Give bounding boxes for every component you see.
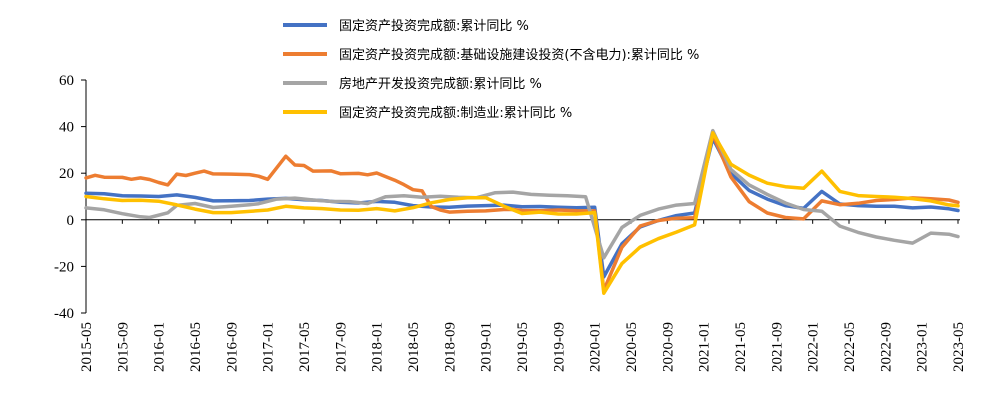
legend-label: 房地产开发投资完成额:累计同比 % [339,76,542,92]
x-tick-label: 2015-09 [115,322,131,372]
x-axis-ticks: 2015-05 2015-09 2016-01 2016-05 2016-09 2017-… [79,219,967,372]
y-tick-label: -20 [54,259,74,275]
x-tick-label: 2020-01 [588,322,604,372]
legend-label: 固定资产投资完成额:制造业:累计同比 % [339,105,572,121]
x-tick-label: 2021-09 [769,322,785,372]
x-tick-label: 2020-05 [624,322,640,372]
x-tick-label: 2022-09 [878,322,894,372]
x-tick-label: 2016-01 [152,322,168,372]
x-tick-label: 2018-01 [370,322,386,372]
y-tick-label: -40 [54,306,74,322]
series-line [84,128,960,260]
legend-item: 房地产开发投资完成额:累计同比 % [283,76,542,92]
x-tick-label: 2017-09 [333,322,349,372]
chart-series [84,128,960,295]
y-tick-label: 60 [59,73,74,89]
chart-axes: 60 40 20 0 -20 -40 2015-05 2015-09 2016-01 2016-… [54,73,967,372]
x-tick-label: 2020-09 [660,322,676,372]
legend-item: 固定资产投资完成额:累计同比 % [283,18,529,34]
y-tick-label: 0 [67,213,75,229]
x-tick-label: 2015-05 [79,322,95,372]
legend-label: 固定资产投资完成额:累计同比 % [339,18,529,34]
x-tick-label: 2023-05 [951,322,967,372]
x-tick-label: 2016-05 [188,322,204,372]
y-tick-label: 20 [59,166,74,182]
x-tick-label: 2021-01 [697,322,713,372]
x-tick-label: 2016-09 [224,322,240,372]
y-tick-label: 40 [59,120,74,136]
x-tick-label: 2019-09 [551,322,567,372]
legend-item: 固定资产投资完成额:基础设施建设投资(不含电力):累计同比 % [283,47,699,63]
x-tick-label: 2022-05 [842,322,858,372]
x-tick-label: 2018-05 [406,322,422,372]
x-tick-label: 2017-01 [261,322,277,372]
x-tick-label: 2019-05 [515,322,531,372]
x-tick-label: 2022-01 [806,322,822,372]
x-tick-label: 2019-01 [479,322,495,372]
series-line [84,132,960,293]
x-tick-label: 2018-09 [442,322,458,372]
x-tick-label: 2017-05 [297,322,313,372]
series-line [84,136,960,279]
x-tick-label: 2023-01 [915,322,931,372]
x-tick-label: 2021-05 [733,322,749,372]
legend-item: 固定资产投资完成额:制造业:累计同比 % [283,105,572,121]
series-line [84,131,960,295]
legend-label: 固定资产投资完成额:基础设施建设投资(不含电力):累计同比 % [339,47,699,63]
y-axis-ticks: 60 40 20 0 -20 -40 [54,73,86,322]
chart-legend: 固定资产投资完成额:累计同比 % 固定资产投资完成额:基础设施建设投资(不含电力)… [283,18,699,121]
